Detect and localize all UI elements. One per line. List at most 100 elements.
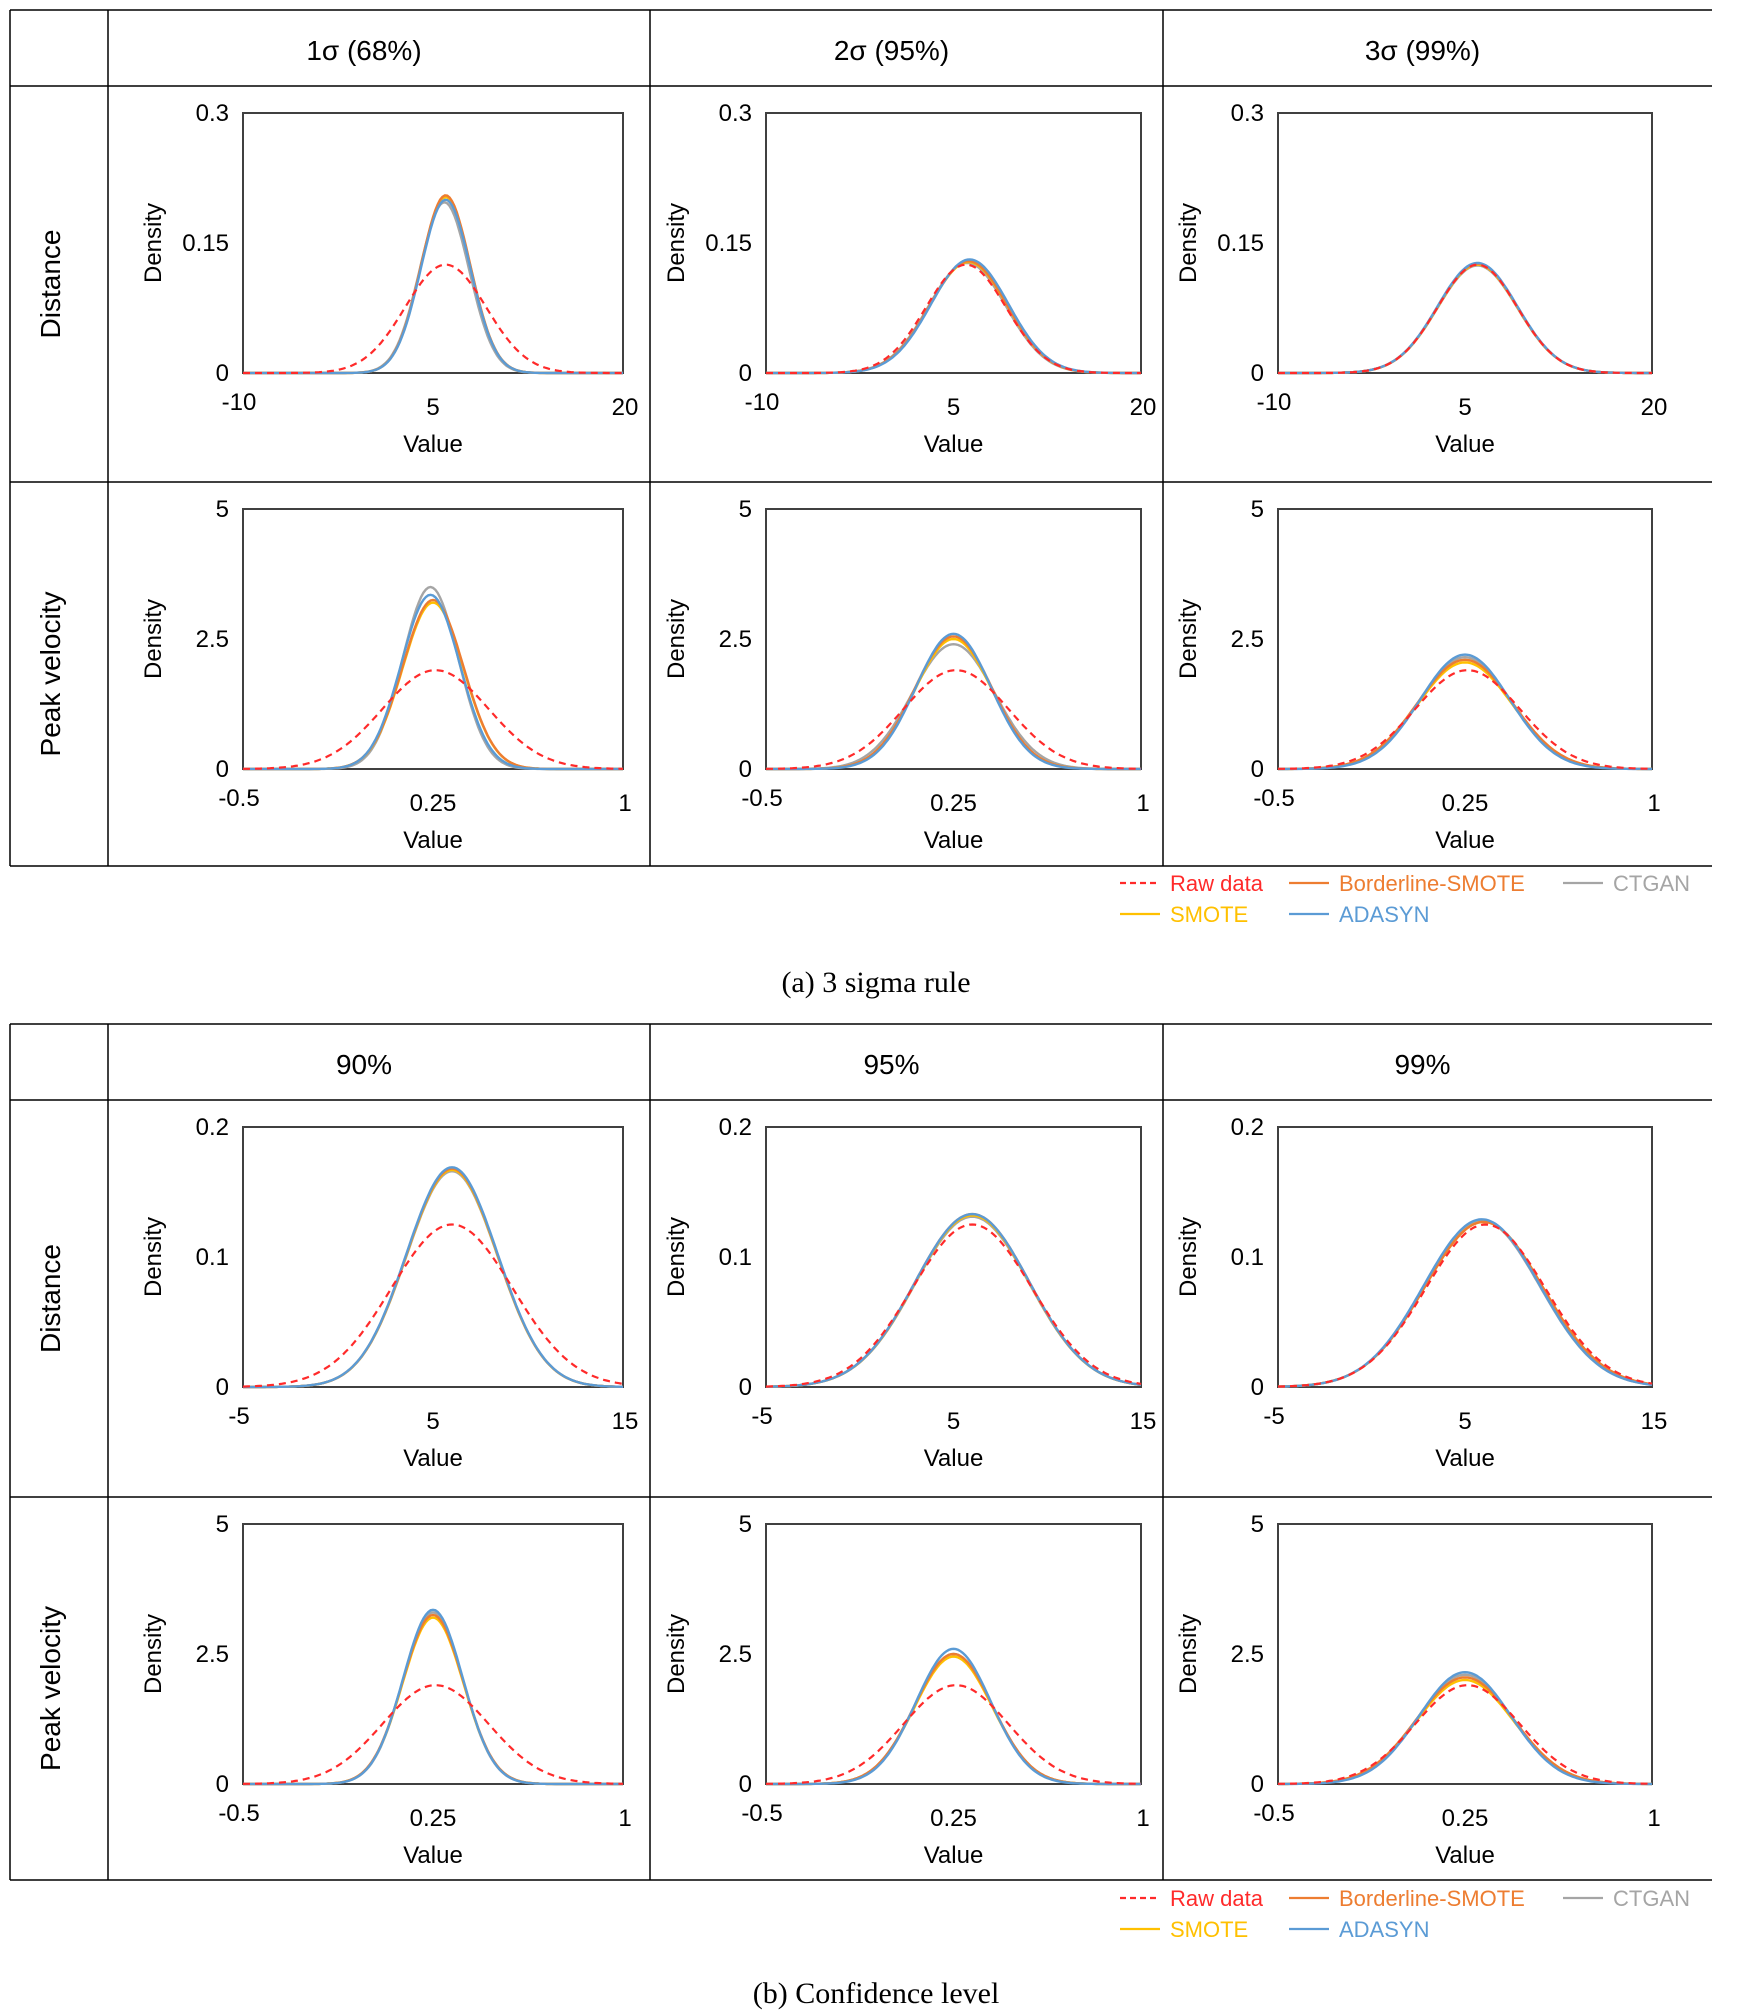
y-tick-label: 0 [1251, 1374, 1264, 1401]
x-axis-label: Value [1435, 1445, 1495, 1472]
plot-frame [242, 1523, 624, 1785]
series-line-ctgan [243, 1169, 623, 1389]
y-tick-label: 0 [216, 1374, 229, 1401]
series-line-smote [243, 1616, 623, 1786]
series-line-ctgan [766, 261, 1141, 375]
x-tick-label: -10 [1257, 389, 1292, 416]
legend-label-borderline: Borderline-SMOTE [1339, 871, 1525, 896]
y-tick-label: 0.1 [196, 1244, 229, 1271]
plot-frame [1277, 508, 1653, 770]
legend-label-borderline: Borderline-SMOTE [1339, 1886, 1525, 1911]
series-line-ctgan [1277, 1673, 1653, 1786]
x-axis-label: Value [924, 827, 984, 854]
series-line-raw [766, 263, 1141, 375]
series-line-smote [243, 601, 623, 771]
series-line-smote [1278, 1678, 1652, 1786]
chart-b-velocity-2: 0 2.5 5 -0.5 0.25 1 Value Density [663, 1511, 1150, 1869]
x-tick-label: -10 [745, 389, 780, 416]
legend: Raw data Borderline-SMOTE CTGAN SMOTE ADASYN [1120, 1886, 1690, 1942]
y-tick-label: 2.5 [196, 626, 229, 653]
y-tick-label: 0.2 [1231, 1114, 1264, 1141]
x-tick-label: 20 [1130, 394, 1157, 421]
column-header: 95% [863, 1049, 919, 1080]
column-header: 1σ (68%) [306, 35, 421, 66]
y-tick-label: 0 [1251, 360, 1264, 387]
x-axis-label: Value [403, 431, 463, 458]
y-tick-label: 0 [739, 1771, 752, 1798]
plot-frame [765, 1523, 1142, 1785]
y-tick-label: 0 [1251, 1771, 1264, 1798]
series-line-adasyn [1278, 1670, 1652, 1786]
series-line-smote [766, 637, 1141, 771]
x-axis-label: Value [403, 1842, 463, 1869]
legend-label-ctgan: CTGAN [1613, 871, 1690, 896]
chart-a-distance-3: 0 0.15 0.3 -10 5 20 Value Density [1175, 100, 1667, 458]
y-tick-label: 0 [739, 756, 752, 783]
plot-frame [1277, 1523, 1653, 1785]
series-line-ctgan [243, 585, 623, 771]
x-tick-label: 5 [1458, 1408, 1471, 1435]
x-tick-label: -5 [1263, 1403, 1284, 1430]
y-tick-label: 0.15 [1217, 230, 1264, 257]
y-tick-label: 0.2 [719, 1114, 752, 1141]
series-line-borderline [766, 259, 1141, 375]
plot-frame [1277, 1126, 1653, 1388]
series-line-raw [242, 669, 623, 770]
series-line-raw [765, 669, 1141, 770]
y-axis-label: Density [1175, 203, 1202, 283]
x-tick-label: 1 [1136, 790, 1149, 817]
x-tick-label: 15 [1641, 1408, 1668, 1435]
x-axis-label: Value [1435, 431, 1495, 458]
x-tick-label: 0.25 [930, 1805, 977, 1832]
x-tick-label: 1 [618, 1805, 631, 1832]
series-line-raw [242, 1684, 623, 1785]
y-axis-label: Density [663, 1217, 690, 1297]
series-line-raw [1277, 1684, 1652, 1785]
section-b: 90% 95% 99% Distance Peak velocity 0 0.1 0.2 -5 5… [9, 1023, 1712, 2010]
series-line-adasyn [1278, 653, 1652, 771]
x-tick-label: 5 [426, 394, 439, 421]
x-tick-label: -5 [751, 1403, 772, 1430]
x-tick-label: -10 [222, 389, 257, 416]
series-line-ctgan [766, 1652, 1141, 1786]
series-line-smote [1278, 263, 1652, 375]
chart-a-velocity-2: 0 2.5 5 -0.5 0.25 1 Value Density [663, 496, 1150, 854]
column-header: 99% [1394, 1049, 1450, 1080]
series-line-raw [1277, 1223, 1653, 1388]
y-tick-label: 0.1 [1231, 1244, 1264, 1271]
plot-frame [242, 112, 624, 374]
plot-frame [242, 1126, 624, 1388]
y-axis-label: Density [1175, 1217, 1202, 1297]
series-line-adasyn [243, 1166, 623, 1389]
series-line-ctgan [243, 201, 623, 375]
x-tick-label: 1 [1647, 790, 1660, 817]
y-tick-label: 2.5 [719, 1641, 752, 1668]
y-axis-label: Density [140, 203, 167, 283]
y-tick-label: 5 [739, 1511, 752, 1538]
x-axis-label: Value [403, 1445, 463, 1472]
y-tick-label: 0.3 [196, 100, 229, 127]
x-tick-label: 0.25 [410, 790, 457, 817]
chart-a-distance-2: 0 0.15 0.3 -10 5 20 Value Density [663, 100, 1156, 458]
y-axis-label: Density [1175, 599, 1202, 679]
chart-a-velocity-1: 0 2.5 5 -0.5 0.25 1 Value Density [140, 496, 632, 854]
series-line-borderline [766, 635, 1141, 771]
x-tick-label: 20 [1641, 394, 1668, 421]
plot-frame [765, 112, 1142, 374]
series-line-borderline [1278, 1676, 1652, 1786]
y-tick-label: 0.3 [719, 100, 752, 127]
series-line-adasyn [766, 632, 1141, 771]
legend-label-smote: SMOTE [1170, 902, 1248, 927]
legend-label-adasyn: ADASYN [1339, 1917, 1429, 1942]
series-line-raw [765, 1684, 1141, 1785]
series-line-adasyn [243, 1608, 623, 1786]
series-line-smote [766, 260, 1141, 375]
y-tick-label: 0.2 [196, 1114, 229, 1141]
legend: Raw data Borderline-SMOTE CTGAN SMOTE ADASYN [1120, 871, 1690, 927]
x-tick-label: 5 [1458, 394, 1471, 421]
series-line-raw [765, 1223, 1142, 1388]
x-tick-label: 0.25 [410, 1805, 457, 1832]
chart-a-distance-1: 0 0.15 0.3 -10 5 20 Value Density [140, 100, 638, 458]
series-line-smote [243, 1168, 623, 1389]
x-tick-label: -0.5 [218, 1800, 259, 1827]
